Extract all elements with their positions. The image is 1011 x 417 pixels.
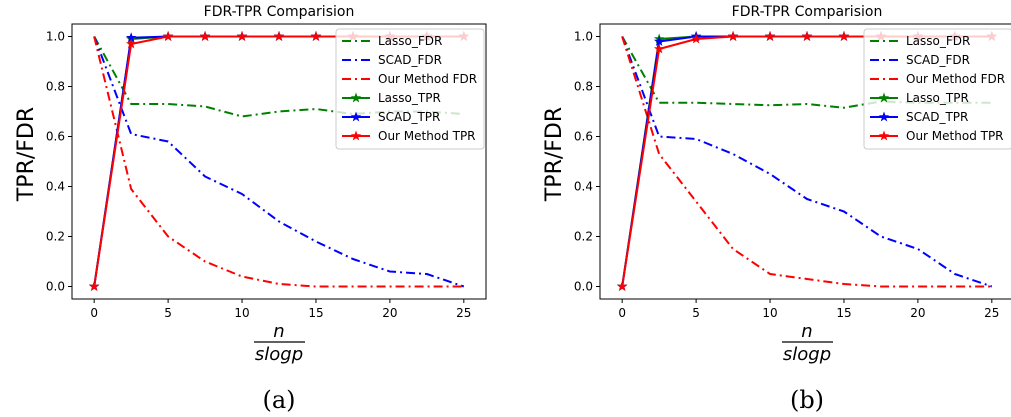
legend-marker-lasso-tpr bbox=[878, 92, 890, 103]
y-tick-label: 0.6 bbox=[574, 130, 593, 144]
legend-label-our-method-fdr: Our Method FDR bbox=[378, 72, 477, 86]
plot-frame bbox=[71, 23, 487, 300]
y-tick-label: 1.0 bbox=[46, 30, 65, 44]
series-point-our-method-tpr bbox=[199, 31, 211, 41]
plot-frame bbox=[599, 23, 1011, 300]
legend-marker-lasso-tpr bbox=[350, 92, 362, 103]
series-point-our-method-tpr bbox=[838, 31, 850, 41]
y-axis-label: TPR/FDR bbox=[14, 107, 39, 202]
legend-marker-scad-tpr bbox=[878, 111, 890, 122]
y-tick-label: 0.4 bbox=[574, 180, 593, 194]
y-tick-label: 1.0 bbox=[574, 30, 593, 44]
y-axis-label: TPR/FDR bbox=[542, 107, 567, 202]
legend: Lasso_FDR SCAD_FDR Our Method FDR Lasso_TPR… bbox=[335, 28, 485, 150]
chart-title: FDR-TPR Comparision bbox=[732, 4, 883, 20]
x-tick-label: 20 bbox=[910, 306, 925, 320]
legend-marker-scad-tpr bbox=[350, 111, 362, 122]
x-tick-label: 20 bbox=[382, 306, 397, 320]
y-tick-label: 0.4 bbox=[46, 180, 65, 194]
legend-label-lasso-tpr: Lasso_TPR bbox=[378, 91, 441, 105]
y-tick-label: 0.6 bbox=[46, 130, 65, 144]
series-line-our-method-fdr bbox=[93, 36, 464, 288]
legend-label-our-method-fdr: Our Method FDR bbox=[906, 72, 1005, 86]
legend-marker-our-method-tpr bbox=[878, 130, 890, 141]
series-point-our-method-tpr bbox=[727, 31, 739, 41]
chart-title: FDR-TPR Comparision bbox=[204, 4, 355, 20]
legend-box bbox=[863, 28, 1011, 150]
y-tick-label: 0.8 bbox=[46, 80, 65, 94]
x-axis-label-denominator: slogp bbox=[255, 344, 303, 365]
x-axis-label-numerator: n bbox=[801, 321, 812, 342]
y-tick-label: 0.2 bbox=[574, 230, 593, 244]
series-point-our-method-tpr bbox=[273, 31, 285, 41]
legend-label-scad-fdr: SCAD_FDR bbox=[906, 53, 970, 67]
series-line-scad-fdr bbox=[621, 36, 993, 288]
series-point-scad-tpr bbox=[653, 36, 665, 46]
series-point-our-method-tpr bbox=[764, 31, 776, 41]
x-tick-label: 0 bbox=[90, 306, 98, 320]
panel-label: (b) bbox=[790, 386, 824, 414]
x-tick-label: 25 bbox=[456, 306, 471, 320]
legend-label-scad-tpr: SCAD_TPR bbox=[906, 110, 968, 124]
series-line-scad-fdr bbox=[93, 36, 465, 288]
legend-marker-our-method-tpr bbox=[350, 130, 362, 141]
legend-label-lasso-tpr: Lasso_TPR bbox=[906, 91, 969, 105]
legend-label-lasso-fdr: Lasso_FDR bbox=[378, 34, 442, 48]
chart-b-svg: FDR-TPR Comparision TPR/FDR n slogp (b) … bbox=[542, 4, 1011, 414]
x-tick-label: 15 bbox=[308, 306, 323, 320]
y-tick-label: 0.8 bbox=[574, 80, 593, 94]
x-axis-label-denominator: slogp bbox=[783, 344, 831, 365]
y-tick-label: 0.2 bbox=[46, 230, 65, 244]
series-point-our-method-tpr bbox=[310, 31, 322, 41]
x-axis-label-numerator: n bbox=[273, 321, 284, 342]
legend: Lasso_FDR SCAD_FDR Our Method FDR Lasso_TPR… bbox=[863, 28, 1011, 150]
series-point-our-method-tpr bbox=[653, 43, 665, 54]
legend-label-our-method-tpr: Our Method TPR bbox=[378, 129, 476, 143]
x-tick-label: 10 bbox=[762, 306, 777, 320]
series-point-our-method-tpr bbox=[236, 31, 248, 41]
series-line-our-method-fdr bbox=[621, 36, 992, 288]
chart-panel-a: FDR-TPR Comparision TPR/FDR n slogp (a) … bbox=[0, 0, 505, 417]
x-tick-label: 5 bbox=[692, 306, 700, 320]
legend-label-our-method-tpr: Our Method TPR bbox=[906, 129, 1004, 143]
series-point-our-method-tpr bbox=[125, 38, 137, 49]
y-tick-label: 0.0 bbox=[574, 280, 593, 294]
legend-box bbox=[335, 28, 485, 150]
series-point-our-method-tpr bbox=[162, 31, 174, 41]
panel-label: (a) bbox=[262, 386, 295, 414]
legend-label-scad-fdr: SCAD_FDR bbox=[378, 53, 442, 67]
x-tick-label: 10 bbox=[234, 306, 249, 320]
chart-panel-b: FDR-TPR Comparision TPR/FDR n slogp (b) … bbox=[528, 0, 1011, 417]
series-point-our-method-tpr bbox=[801, 31, 813, 41]
series-point-our-method-tpr bbox=[616, 281, 628, 291]
series-point-our-method-tpr bbox=[690, 33, 702, 44]
series-point-our-method-tpr bbox=[88, 281, 100, 291]
y-tick-label: 0.0 bbox=[46, 280, 65, 294]
x-tick-label: 0 bbox=[618, 306, 626, 320]
legend-label-scad-tpr: SCAD_TPR bbox=[378, 110, 440, 124]
x-tick-label: 25 bbox=[984, 306, 999, 320]
legend-label-lasso-fdr: Lasso_FDR bbox=[906, 34, 970, 48]
x-tick-label: 15 bbox=[836, 306, 851, 320]
x-tick-label: 5 bbox=[164, 306, 172, 320]
chart-a-svg: FDR-TPR Comparision TPR/FDR n slogp (a) … bbox=[14, 4, 487, 414]
